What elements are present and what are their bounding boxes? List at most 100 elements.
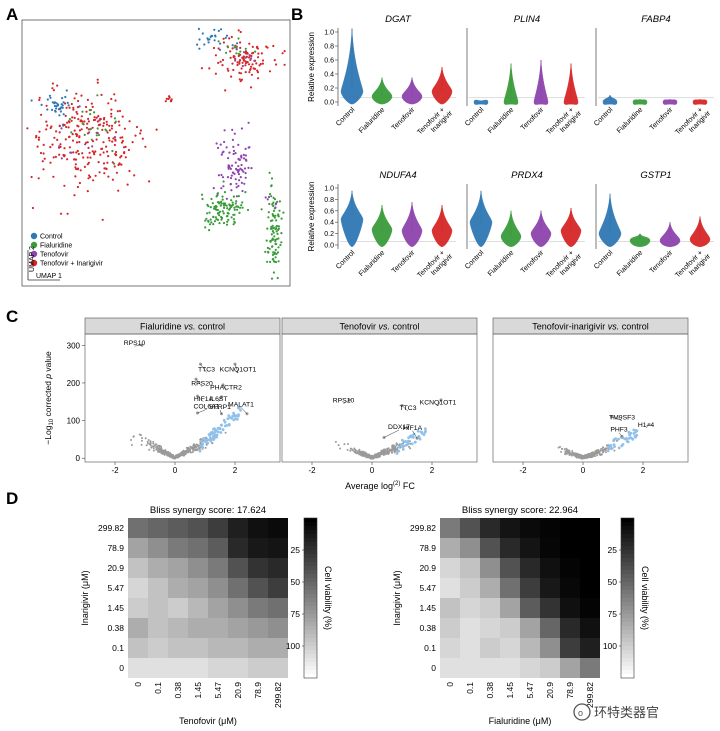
umap-point bbox=[233, 132, 236, 135]
heatmap-cell bbox=[128, 558, 148, 578]
heatmap-xtick-label: 0.1 bbox=[465, 682, 475, 694]
volcano-significant-point bbox=[617, 446, 621, 450]
violin-category-line: Tenofovir bbox=[647, 105, 674, 132]
umap-point bbox=[236, 171, 240, 174]
umap-point bbox=[274, 256, 277, 259]
heatmap-cell bbox=[168, 558, 188, 578]
volcano-point bbox=[146, 442, 149, 445]
heatmap-cell bbox=[188, 618, 208, 638]
umap-point bbox=[107, 136, 110, 140]
heatmap-cell bbox=[188, 518, 208, 538]
umap-point bbox=[48, 94, 52, 97]
volcano-significant-point bbox=[215, 435, 219, 439]
heatmap-cell bbox=[520, 658, 540, 678]
umap-point bbox=[237, 37, 240, 40]
colorbar-segment bbox=[621, 546, 634, 551]
volcano-point bbox=[557, 446, 560, 449]
volcano-point bbox=[568, 452, 571, 455]
umap-point bbox=[72, 108, 75, 111]
heatmap-cell bbox=[128, 538, 148, 558]
colorbar-segment bbox=[304, 582, 317, 587]
umap-point bbox=[243, 167, 247, 170]
umap-point bbox=[215, 142, 218, 145]
umap-point bbox=[86, 163, 89, 166]
umap-point bbox=[80, 94, 83, 97]
volcano-title-a: Fialuridine bbox=[140, 322, 184, 332]
volcano-title-vs: vs. bbox=[379, 322, 391, 332]
umap-point bbox=[238, 179, 241, 182]
umap-point bbox=[272, 209, 275, 212]
umap-point bbox=[97, 161, 100, 164]
volcano-point bbox=[359, 450, 362, 453]
umap-point bbox=[114, 150, 118, 154]
volcano-point bbox=[350, 447, 353, 450]
volcano-point bbox=[190, 446, 193, 449]
volcano-point bbox=[141, 437, 143, 439]
volcano-point bbox=[145, 444, 148, 447]
volcano-label-connector bbox=[412, 430, 418, 439]
umap-point bbox=[135, 125, 139, 129]
violin-category-label: Control bbox=[334, 105, 357, 128]
umap-point bbox=[222, 212, 225, 215]
umap-point bbox=[110, 127, 113, 130]
colorbar-segment bbox=[304, 626, 317, 631]
umap-point bbox=[261, 62, 264, 65]
volcano-significant-point bbox=[418, 437, 422, 441]
umap-point bbox=[275, 219, 278, 222]
umap-point bbox=[75, 92, 78, 95]
umap-point bbox=[64, 138, 67, 141]
volcano-label-connector bbox=[195, 379, 203, 387]
heatmap-cell bbox=[168, 598, 188, 618]
umap-point bbox=[231, 47, 234, 50]
heatmap-xtick-label: 5.47 bbox=[213, 682, 223, 699]
umap-point bbox=[98, 171, 101, 174]
umap-point bbox=[78, 181, 81, 185]
umap-point bbox=[67, 104, 70, 107]
umap-point bbox=[271, 245, 274, 248]
panel-letter-c: C bbox=[6, 307, 18, 326]
umap-point bbox=[216, 192, 219, 195]
umap-point bbox=[128, 120, 131, 123]
umap-point bbox=[267, 216, 270, 219]
volcano-significant-point bbox=[413, 440, 417, 444]
volcano-point bbox=[147, 439, 150, 441]
umap-point bbox=[209, 218, 212, 221]
umap-point bbox=[58, 131, 61, 134]
legend-label: Fialuridine bbox=[40, 243, 72, 250]
umap-point bbox=[214, 72, 217, 75]
volcano-point bbox=[390, 449, 393, 452]
heatmap-cell bbox=[540, 518, 560, 538]
volcano-title-b: control bbox=[390, 322, 420, 332]
umap-point bbox=[219, 42, 222, 45]
heatmap-ytick-label: 20.9 bbox=[419, 563, 436, 573]
violin-shape bbox=[662, 98, 678, 105]
volcano-point bbox=[585, 454, 588, 457]
colorbar-segment bbox=[304, 550, 317, 555]
umap-point bbox=[235, 195, 238, 198]
colorbar-segment bbox=[621, 562, 634, 567]
volcano-significant-point bbox=[221, 428, 225, 432]
umap-point bbox=[273, 216, 276, 219]
volcano-significant-point bbox=[628, 433, 631, 437]
colorbar-tick-label: 100 bbox=[286, 641, 300, 651]
violin-ytick-label: 1.0 bbox=[324, 186, 334, 193]
volcano-gene-label: DDX17 bbox=[388, 424, 410, 431]
umap-point bbox=[213, 39, 216, 42]
umap-point bbox=[231, 164, 234, 167]
colorbar-segment bbox=[621, 534, 634, 539]
umap-point bbox=[217, 146, 220, 149]
volcano-significant-point bbox=[208, 438, 211, 441]
volcano-ytick-label: 200 bbox=[67, 379, 81, 388]
colorbar-segment bbox=[621, 530, 634, 535]
volcano-point bbox=[358, 450, 361, 453]
umap-point bbox=[203, 43, 206, 46]
heatmap-ytick-label: 299.82 bbox=[410, 523, 436, 533]
umap-point bbox=[201, 32, 204, 35]
umap-point bbox=[46, 98, 49, 101]
umap-point bbox=[231, 128, 234, 131]
heatmap-cell bbox=[480, 578, 500, 598]
umap-point bbox=[269, 240, 272, 243]
heatmap-cell bbox=[580, 598, 600, 618]
umap-point bbox=[236, 63, 239, 67]
volcano-frame bbox=[281, 333, 478, 463]
